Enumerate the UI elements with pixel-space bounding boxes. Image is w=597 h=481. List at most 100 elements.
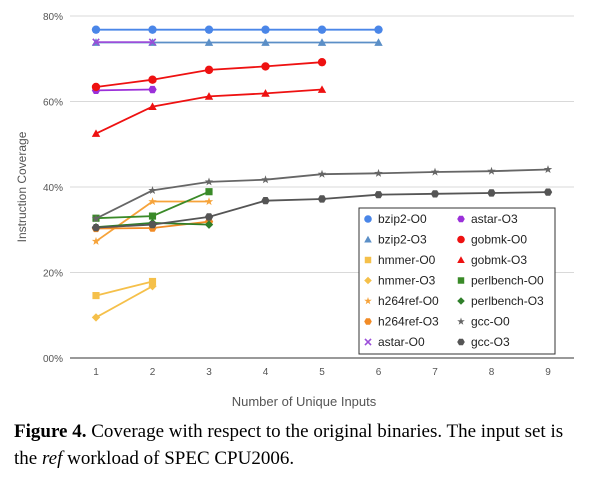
data-point [92, 292, 100, 300]
y-tick-label: 60% [43, 98, 63, 109]
data-point [91, 25, 101, 34]
series-line [95, 280, 153, 297]
data-point [91, 82, 101, 92]
series-hmmer-O0 [92, 277, 157, 300]
legend-item: astar-O3 [457, 212, 518, 226]
x-tick-label: 7 [432, 367, 438, 378]
legend-marker [364, 318, 372, 325]
data-point [91, 129, 101, 137]
series-astar-O0 [92, 38, 157, 46]
data-point [261, 89, 270, 97]
series-gobmk-O3 [91, 85, 327, 137]
figure-label: Figure 4. [14, 421, 87, 442]
data-point [317, 169, 327, 178]
data-point [374, 38, 383, 46]
legend-label: h264ref-O3 [378, 315, 439, 329]
legend-item: hmmer-O0 [364, 253, 436, 267]
legend-marker [364, 297, 372, 305]
data-point [261, 25, 270, 34]
data-point [205, 188, 213, 196]
legend-marker [364, 235, 372, 243]
legend-label: h264ref-O0 [378, 294, 439, 308]
x-axis-label: Number of Unique Inputs [232, 394, 377, 409]
series-bzip2-O0 [91, 25, 383, 34]
data-point [204, 177, 214, 186]
data-point [91, 224, 101, 232]
legend-marker [457, 297, 465, 305]
legend-label: astar-O3 [471, 212, 518, 226]
data-point [204, 197, 214, 206]
legend-marker [364, 256, 372, 264]
x-tick-label: 2 [150, 367, 156, 378]
legend-item: perlbench-O3 [457, 294, 544, 308]
legend-label: astar-O0 [378, 335, 425, 349]
axes: 00% 20% 40% 60% 80% 1 2 3 4 5 6 7 8 9 [43, 12, 551, 378]
data-point [148, 281, 157, 291]
y-axis-label: Instruction Coverage [15, 131, 29, 242]
legend-marker [364, 338, 372, 346]
y-tick-label: 80% [43, 12, 63, 23]
data-point [317, 195, 327, 203]
data-point [91, 313, 101, 322]
x-tick-label: 6 [376, 367, 382, 378]
legend-item: astar-O0 [364, 335, 425, 349]
data-point [148, 221, 157, 229]
legend-marker [457, 235, 465, 244]
legend-item: h264ref-O0 [364, 294, 439, 308]
x-tick-label: 8 [489, 367, 495, 378]
x-tick-label: 4 [263, 367, 269, 378]
data-point [204, 65, 214, 75]
data-point [374, 191, 383, 199]
legend-marker [457, 317, 465, 325]
data-point [430, 190, 440, 198]
data-point [148, 38, 157, 46]
series-hmmer-O3 [91, 281, 157, 322]
data-point [91, 214, 101, 223]
data-point [148, 102, 157, 110]
legend-label: bzip2-O0 [378, 212, 427, 226]
legend-marker [457, 215, 465, 223]
data-point [204, 220, 214, 229]
legend-label: hmmer-O3 [378, 274, 436, 288]
legend-item: perlbench-O0 [457, 274, 544, 288]
data-point [317, 85, 327, 93]
series-perlbench-O0 [92, 188, 213, 222]
data-point [148, 85, 157, 94]
legend-item: gcc-O0 [457, 315, 510, 329]
data-point [261, 197, 270, 205]
data-point [148, 186, 157, 194]
legend-item: gobmk-O3 [457, 253, 527, 267]
data-point [430, 167, 440, 176]
data-point [148, 25, 157, 34]
plot-series [91, 25, 553, 322]
legend-label: gcc-O3 [471, 335, 510, 349]
legend-label: perlbench-O0 [471, 274, 544, 288]
data-point [487, 189, 496, 197]
legend-label: bzip2-O3 [378, 233, 427, 247]
data-point [148, 212, 157, 220]
legend-label: hmmer-O0 [378, 253, 436, 267]
data-point [317, 57, 327, 67]
legend-item: gobmk-O0 [457, 233, 527, 247]
data-point [374, 168, 383, 177]
data-point [374, 25, 383, 34]
legend-label: gcc-O0 [471, 315, 510, 329]
series-gcc-O3 [91, 188, 553, 232]
series-gcc-O0 [91, 165, 553, 223]
legend-item: bzip2-O0 [364, 212, 427, 226]
data-point [92, 38, 100, 46]
x-tick-label: 5 [319, 367, 325, 378]
legend-label: perlbench-O3 [471, 294, 544, 308]
caption-text-1: Coverage with respect to the original bi… [14, 421, 564, 469]
caption-text-italic: ref [41, 448, 63, 469]
data-point [204, 25, 214, 34]
data-point [204, 38, 214, 46]
data-point [148, 75, 157, 84]
figure-caption: Figure 4. Coverage with respect to the o… [14, 418, 584, 472]
legend-item: h264ref-O3 [364, 315, 439, 329]
legend-marker [364, 215, 372, 223]
data-point [487, 166, 496, 175]
legend-marker [457, 338, 465, 346]
data-point [543, 188, 553, 196]
data-point [261, 62, 270, 71]
